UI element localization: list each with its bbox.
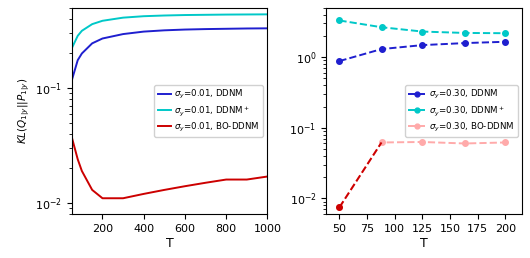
Y-axis label: $KL(Q_{1|y}||P_{1|y})$: $KL(Q_{1|y}||P_{1|y})$ <box>16 78 32 144</box>
Legend: $\sigma_y$=0.01, DDNM, $\sigma_y$=0.01, DDNM$^+$, $\sigma_y$=0.01, BO-DDNM: $\sigma_y$=0.01, DDNM, $\sigma_y$=0.01, … <box>154 85 263 137</box>
X-axis label: T: T <box>420 237 428 250</box>
Legend: $\sigma_y$=0.30, DDNM, $\sigma_y$=0.30, DDNM$^+$, $\sigma_y$=0.30, BO-DDNM: $\sigma_y$=0.30, DDNM, $\sigma_y$=0.30, … <box>405 85 518 137</box>
X-axis label: T: T <box>165 237 173 250</box>
